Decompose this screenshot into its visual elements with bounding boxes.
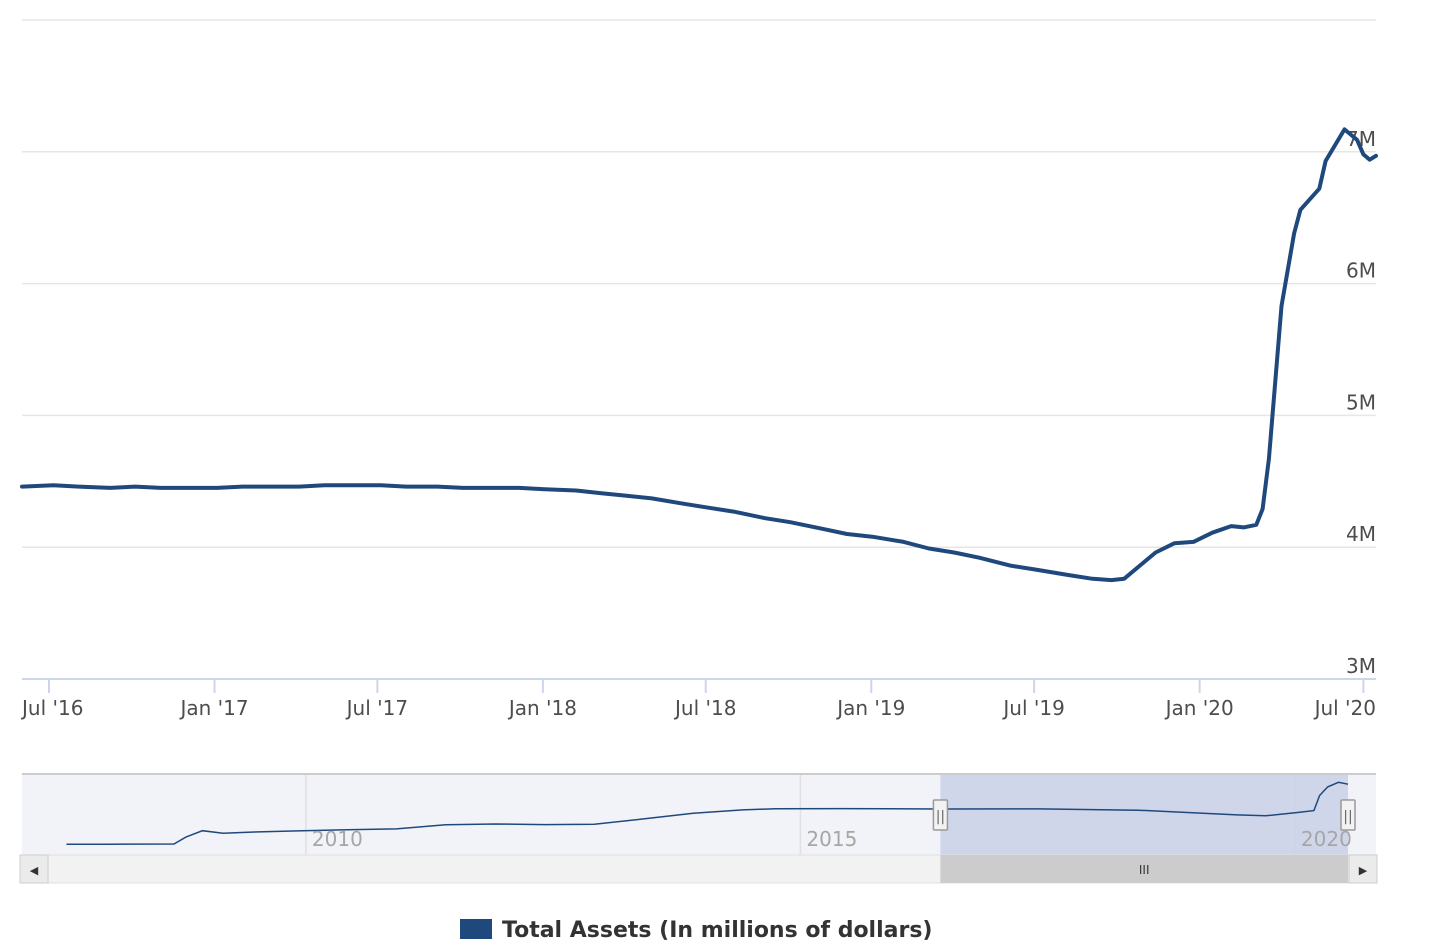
x-tick-label: Jan '20 xyxy=(1164,696,1234,720)
x-tick-label: Jul '19 xyxy=(1001,696,1064,720)
grid-lines xyxy=(22,19,1376,548)
scrollbar[interactable]: III ◀ ▶ xyxy=(19,854,1378,884)
y-tick-label: 5M xyxy=(1346,390,1376,414)
scroll-right-button[interactable]: ▶ xyxy=(1348,854,1378,884)
navigator-selected-range[interactable] xyxy=(940,774,1348,855)
x-tick-label: Jan '18 xyxy=(507,696,577,720)
scrollbar-grip-icon: III xyxy=(1139,863,1150,877)
handle-grip-icon: || xyxy=(1343,809,1352,825)
x-tick-label: Jul '20 xyxy=(1313,696,1376,720)
navigator-year-label: 2010 xyxy=(312,827,363,851)
x-axis-ticks: Jul '16 Jan '17 Jul '17 Jan '18 Jul '18 Jan '… xyxy=(20,679,1376,720)
x-tick-label: Jul '18 xyxy=(673,696,736,720)
y-tick-label: 3M xyxy=(1346,654,1376,678)
navigator[interactable]: 2010 2015 2020 || || xyxy=(22,773,1376,855)
legend-item-total-assets[interactable]: Total Assets (In millions of dollars) xyxy=(460,918,932,943)
navigator-right-handle[interactable]: || xyxy=(1340,799,1356,831)
navigator-series-line xyxy=(66,781,1349,846)
x-tick-label: Jul '16 xyxy=(20,696,83,720)
y-tick-label: 4M xyxy=(1346,522,1376,546)
series-line-total-assets xyxy=(20,127,1378,583)
x-tick-label: Jan '19 xyxy=(835,696,905,720)
scroll-left-button[interactable]: ◀ xyxy=(19,854,49,884)
scrollbar-thumb[interactable] xyxy=(940,855,1348,883)
legend-label: Total Assets (In millions of dollars) xyxy=(502,918,932,943)
navigator-year-label: 2020 xyxy=(1301,827,1352,851)
navigator-labels: 2010 2015 2020 xyxy=(312,827,1352,851)
legend-swatch xyxy=(460,919,492,939)
x-tick-label: Jan '17 xyxy=(178,696,248,720)
chevron-right-icon: ▶ xyxy=(1359,864,1368,877)
handle-grip-icon: || xyxy=(936,809,945,825)
y-tick-label: 6M xyxy=(1346,259,1376,283)
chevron-left-icon: ◀ xyxy=(30,864,39,877)
x-tick-label: Jul '17 xyxy=(345,696,408,720)
navigator-left-handle[interactable]: || xyxy=(932,799,949,831)
navigator-year-label: 2015 xyxy=(806,827,857,851)
